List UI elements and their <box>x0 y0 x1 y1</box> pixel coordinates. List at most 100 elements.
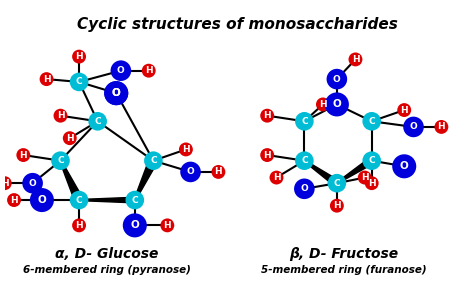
Text: C: C <box>57 156 64 165</box>
Point <box>43 77 50 81</box>
Point <box>361 175 368 180</box>
Point <box>164 223 171 228</box>
Point <box>352 57 359 62</box>
Text: C: C <box>131 195 138 205</box>
Text: C: C <box>301 117 308 126</box>
Polygon shape <box>134 160 158 200</box>
Text: H: H <box>352 55 359 64</box>
Point <box>145 68 153 73</box>
Text: C: C <box>301 156 308 165</box>
Point <box>117 68 125 73</box>
Point <box>301 119 308 124</box>
Text: α, D- Glucose: α, D- Glucose <box>55 246 159 260</box>
Point <box>57 158 64 163</box>
Point <box>19 153 27 157</box>
Polygon shape <box>336 159 375 184</box>
Text: C: C <box>76 195 82 205</box>
Point <box>38 198 46 202</box>
Point <box>215 170 222 174</box>
Point <box>333 203 341 208</box>
Text: C: C <box>150 156 157 165</box>
Text: C: C <box>368 117 375 126</box>
Point <box>150 158 157 163</box>
Text: 6-membered ring (pyranose): 6-membered ring (pyranose) <box>23 265 191 275</box>
Point <box>333 181 341 185</box>
Point <box>75 80 83 84</box>
Point <box>182 147 190 152</box>
Point <box>401 164 408 169</box>
Text: H: H <box>264 151 271 160</box>
Text: O: O <box>187 167 194 176</box>
Text: O: O <box>400 161 409 171</box>
Point <box>410 125 417 129</box>
Point <box>438 125 445 129</box>
Text: H: H <box>75 52 83 61</box>
Text: C: C <box>76 77 82 86</box>
Point <box>131 198 138 202</box>
Text: H: H <box>145 66 153 75</box>
Text: H: H <box>1 179 9 188</box>
Point <box>112 91 120 96</box>
Text: C: C <box>368 156 375 165</box>
Point <box>401 108 408 113</box>
Point <box>301 158 308 163</box>
Polygon shape <box>60 161 83 201</box>
Text: O: O <box>333 75 341 84</box>
Text: H: H <box>10 195 18 205</box>
Point <box>273 175 280 180</box>
Point <box>333 77 341 81</box>
Point <box>57 113 64 118</box>
Text: O: O <box>112 88 120 98</box>
Text: Cyclic structures of monosaccharides: Cyclic structures of monosaccharides <box>77 17 397 32</box>
Point <box>187 170 194 174</box>
Point <box>368 119 375 124</box>
Text: H: H <box>182 145 190 154</box>
Text: H: H <box>164 221 171 230</box>
Text: H: H <box>264 111 271 120</box>
Point <box>131 223 138 228</box>
Text: H: H <box>57 111 64 120</box>
Text: H: H <box>66 134 73 143</box>
Point <box>264 153 271 157</box>
Text: H: H <box>401 105 408 115</box>
Text: β, D- Fructose: β, D- Fructose <box>289 246 399 260</box>
Point <box>1 181 9 185</box>
Point <box>66 136 73 141</box>
Text: H: H <box>19 151 27 160</box>
Text: H: H <box>361 173 369 182</box>
Text: O: O <box>332 99 341 109</box>
Point <box>75 198 83 202</box>
Point <box>264 113 271 118</box>
Point <box>29 181 36 185</box>
Point <box>368 158 375 163</box>
Point <box>75 54 83 59</box>
Text: H: H <box>438 122 445 132</box>
Point <box>10 198 18 202</box>
Text: O: O <box>301 184 308 193</box>
Point <box>112 91 120 96</box>
Polygon shape <box>79 197 135 203</box>
Text: H: H <box>43 75 50 84</box>
Point <box>368 181 375 185</box>
Text: 5-membered ring (furanose): 5-membered ring (furanose) <box>261 265 427 275</box>
Text: H: H <box>273 173 280 182</box>
Text: H: H <box>215 167 222 176</box>
Text: O: O <box>410 122 418 132</box>
Text: H: H <box>75 221 83 230</box>
Text: H: H <box>319 100 327 109</box>
Text: H: H <box>368 179 375 188</box>
Text: C: C <box>94 117 101 126</box>
Text: O: O <box>117 66 125 75</box>
Point <box>75 223 83 228</box>
Point <box>333 102 341 107</box>
Text: O: O <box>37 195 46 205</box>
Text: O: O <box>112 88 120 98</box>
Polygon shape <box>304 160 340 185</box>
Point <box>301 186 308 191</box>
Point <box>319 102 327 107</box>
Text: O: O <box>130 220 139 230</box>
Text: C: C <box>334 179 340 188</box>
Text: H: H <box>333 201 341 210</box>
Text: O: O <box>29 179 36 188</box>
Point <box>94 119 101 124</box>
